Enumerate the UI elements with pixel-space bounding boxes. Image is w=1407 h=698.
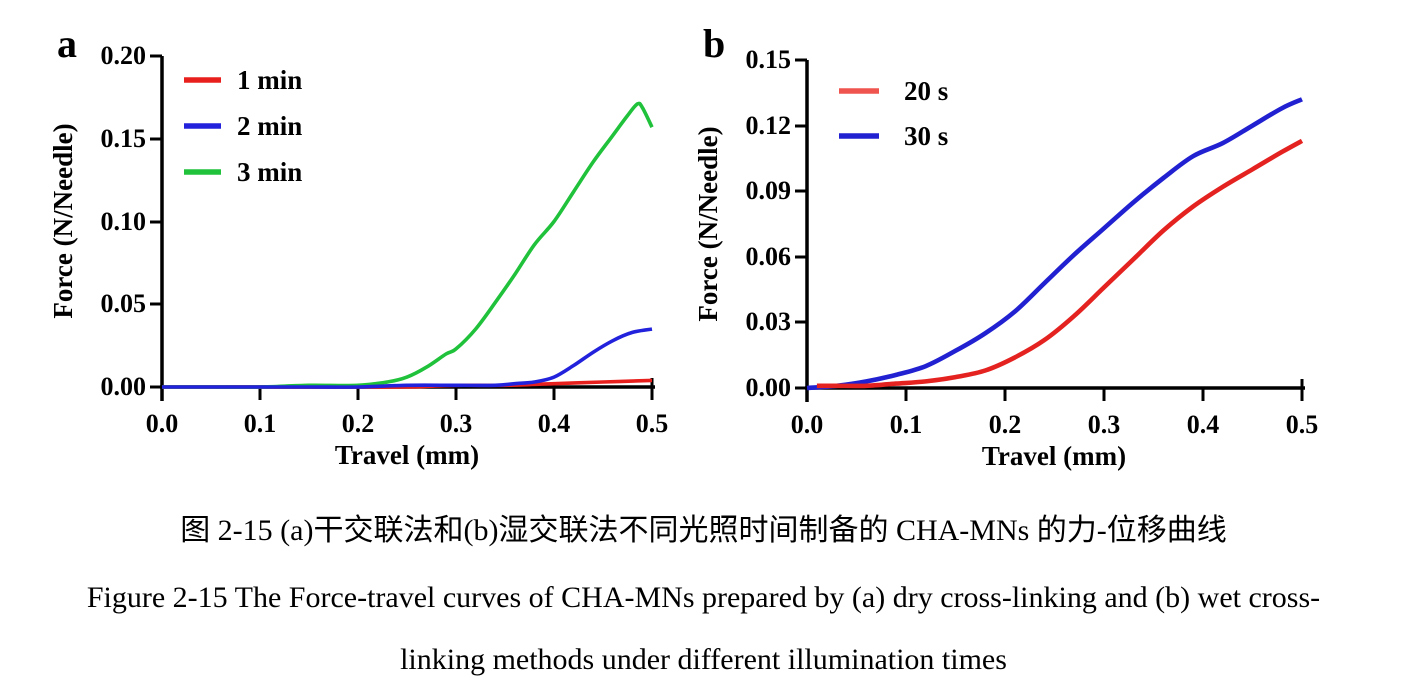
legend-label-30s: 30 s [904,121,948,151]
y-tick-label: 0.03 [746,307,792,336]
chart-b: b 0.00 0.03 0.06 0.09 0.12 0.15 [693,21,1318,471]
y-tick-label: 0.10 [101,207,147,236]
chart-a-y-axis-title: Force (N/Needle) [48,123,78,318]
chart-b-x-ticks [805,388,1304,401]
y-tick-label: 0.15 [101,124,147,153]
chart-b-y-ticks [795,58,807,390]
figure-caption-chinese: 图 2-15 (a)干交联法和(b)湿交联法不同光照时间制备的 CHA-MNs … [180,514,1227,547]
x-tick-label: 0.3 [440,409,473,438]
x-tick-label: 0.3 [1088,410,1121,439]
chart-b-x-axis-title: Travel (mm) [982,441,1126,471]
chart-a-x-ticks [160,387,654,400]
figure-caption-english-line2: linking methods under different illumina… [400,643,1007,676]
y-tick-label: 0.00 [101,372,147,401]
charts-svg: a 0.00 0.05 0.10 0.15 0.20 [48,21,1318,471]
y-tick-label: 0.00 [746,373,792,402]
chart-a-series-2min-line [161,327,653,389]
legend-label-2min: 2 min [237,111,302,141]
x-tick-label: 0.1 [244,409,277,438]
panel-a-label: a [57,21,77,66]
y-tick-label: 0.05 [101,289,147,318]
x-tick-label: 0.2 [989,410,1022,439]
panel-b-label: b [703,21,725,66]
chart-a-y-ticks [150,54,162,389]
legend-label-20s: 20 s [904,76,948,106]
figure-caption-english-line1: Figure 2-15 The Force-travel curves of C… [86,581,1321,614]
y-tick-label: 0.06 [746,242,792,271]
y-tick-label: 0.09 [746,176,792,205]
chart-b-y-tick-labels: 0.00 0.03 0.06 0.09 0.12 0.15 [746,45,792,402]
x-tick-label: 0.4 [1187,410,1220,439]
x-tick-label: 0.4 [538,409,571,438]
x-tick-label: 0.1 [890,410,923,439]
chart-b-legend: 20 s 30 s [839,76,948,151]
chart-a-y-tick-labels: 0.00 0.05 0.10 0.15 0.20 [101,41,147,401]
y-tick-label: 0.12 [746,111,792,140]
chart-a-series-3min-line [161,101,654,389]
y-tick-label: 0.20 [101,41,147,70]
chart-a: a 0.00 0.05 0.10 0.15 0.20 [48,21,668,470]
x-tick-label: 0.0 [791,410,824,439]
x-tick-label: 0.5 [636,409,669,438]
chart-a-x-axis-title: Travel (mm) [335,440,479,470]
x-tick-label: 0.2 [342,409,375,438]
x-tick-label: 0.5 [1286,410,1319,439]
x-tick-label: 0.0 [146,409,179,438]
legend-label-3min: 3 min [237,157,302,187]
chart-b-y-axis-title: Force (N/Needle) [693,126,723,321]
y-tick-label: 0.15 [746,45,792,74]
chart-b-series-30s-line [806,97,1303,391]
legend-label-1min: 1 min [237,65,302,95]
chart-b-series-20s-line [816,138,1304,389]
chart-a-x-tick-labels: 0.0 0.1 0.2 0.3 0.4 0.5 [146,409,669,438]
chart-b-x-tick-labels: 0.0 0.1 0.2 0.3 0.4 0.5 [791,410,1319,439]
chart-a-legend: 1 min 2 min 3 min [184,65,302,187]
